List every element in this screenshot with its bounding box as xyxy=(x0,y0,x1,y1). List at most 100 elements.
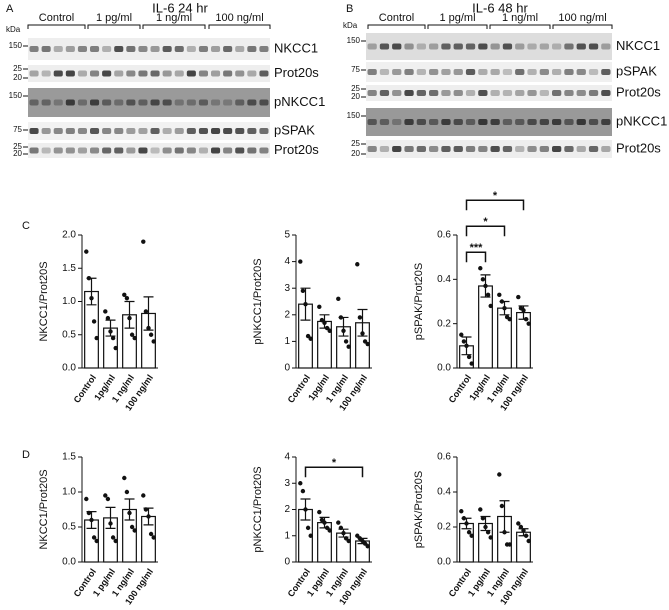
data-point xyxy=(338,525,344,531)
y-tick-label: 0.6 xyxy=(437,452,451,463)
bar xyxy=(516,531,531,563)
blot-band xyxy=(114,128,124,134)
data-point xyxy=(355,262,360,267)
blot-strip xyxy=(28,88,270,117)
panel-label: B xyxy=(346,3,353,15)
blot-band xyxy=(564,69,574,75)
x-tick-label: Control xyxy=(286,373,313,405)
blot-band xyxy=(576,43,586,50)
blot-band xyxy=(564,146,574,152)
kda-marker: 25 xyxy=(351,84,360,93)
data-point xyxy=(108,521,113,526)
blot-band xyxy=(576,119,586,125)
blot-band xyxy=(150,147,160,154)
blot-band xyxy=(29,147,39,154)
blot-band xyxy=(29,128,39,134)
blot-band xyxy=(392,146,402,152)
data-point xyxy=(84,249,89,254)
data-point xyxy=(108,329,113,334)
blot-band xyxy=(114,99,124,106)
data-point xyxy=(103,309,108,314)
blot-band xyxy=(235,147,245,154)
blot-band xyxy=(564,119,574,125)
blot-band xyxy=(478,146,488,152)
data-point xyxy=(483,524,488,530)
kda-marker: 20 xyxy=(351,92,360,101)
data-point xyxy=(478,507,483,512)
data-point xyxy=(141,239,146,244)
data-point xyxy=(148,332,154,337)
blot-band xyxy=(138,70,148,77)
data-point xyxy=(459,509,464,514)
blot-band xyxy=(588,119,599,125)
blot-band xyxy=(588,90,599,96)
data-point xyxy=(105,496,111,502)
error-bar xyxy=(124,498,135,521)
blot-band xyxy=(77,70,87,77)
blot-band xyxy=(259,147,269,154)
data-point xyxy=(91,319,97,324)
blot-band xyxy=(41,70,51,77)
data-point xyxy=(502,530,507,535)
data-point xyxy=(497,292,502,298)
data-point xyxy=(507,317,512,322)
data-point xyxy=(365,544,370,549)
blot-band xyxy=(490,90,500,96)
blot-band xyxy=(77,99,87,106)
significance-label: * xyxy=(483,216,488,228)
group-bracket xyxy=(208,24,271,29)
y-tick-label: 0 xyxy=(284,557,290,568)
blot-band xyxy=(367,69,377,75)
data-point xyxy=(122,475,127,481)
data-point xyxy=(86,510,92,516)
blot-band xyxy=(441,119,451,125)
data-point xyxy=(84,496,89,502)
blot-band xyxy=(211,99,221,106)
blot-band xyxy=(515,119,525,125)
significance-label: * xyxy=(493,190,498,202)
data-point xyxy=(499,503,505,509)
blot-band xyxy=(150,99,160,106)
group-label: Control xyxy=(39,12,74,24)
blot-band xyxy=(198,128,208,134)
blot-band xyxy=(198,99,208,106)
data-point xyxy=(327,528,332,533)
blot-band xyxy=(41,147,51,154)
blot-band xyxy=(223,70,233,77)
kda-marker: 150 xyxy=(9,41,23,50)
kda-marker: 20 xyxy=(13,73,22,82)
blot-band xyxy=(465,69,476,75)
blot-strip xyxy=(28,38,270,60)
blot-band xyxy=(138,147,148,154)
blot-band xyxy=(392,69,402,75)
blot-band xyxy=(453,146,463,152)
kda-marker: 150 xyxy=(347,36,361,45)
data-point xyxy=(526,321,531,326)
blot-band xyxy=(527,119,537,125)
data-point xyxy=(143,507,149,512)
blot-band xyxy=(453,69,463,75)
panel-label: C xyxy=(22,220,30,232)
data-point xyxy=(365,341,370,347)
group-bracket xyxy=(427,24,488,29)
blot-band xyxy=(539,119,549,125)
data-point xyxy=(303,301,308,307)
data-point xyxy=(322,320,327,325)
significance-bracket xyxy=(465,199,525,211)
blot-band xyxy=(416,119,426,125)
blot-band xyxy=(235,46,245,52)
y-tick-label: 0.4 xyxy=(437,487,451,498)
blot-band xyxy=(126,99,136,106)
blot-band xyxy=(186,46,196,52)
blot-band xyxy=(126,147,136,154)
data-point xyxy=(86,276,92,281)
blot-band xyxy=(539,146,549,152)
kda-marker: 25 xyxy=(13,142,22,151)
blot-band xyxy=(138,128,148,134)
blot-band xyxy=(223,46,233,52)
blot-band xyxy=(552,43,562,50)
blot-band xyxy=(235,70,245,77)
blot-band xyxy=(515,90,525,96)
blot-band xyxy=(90,70,100,77)
